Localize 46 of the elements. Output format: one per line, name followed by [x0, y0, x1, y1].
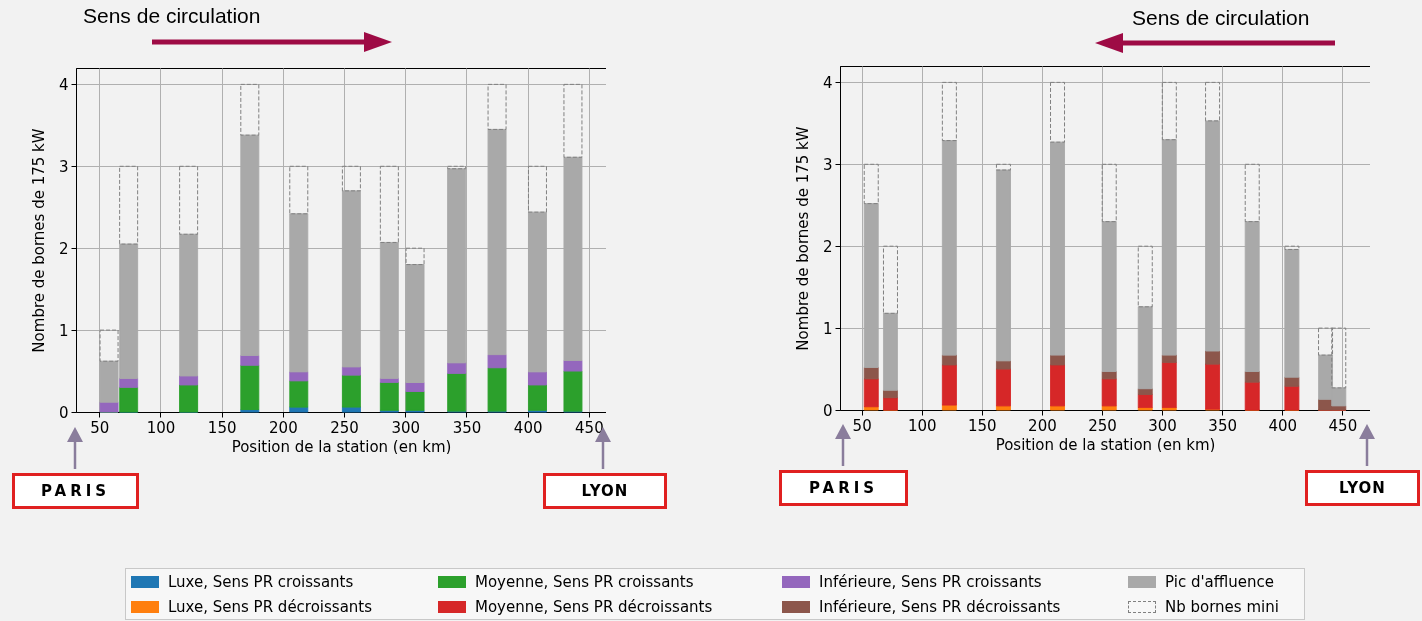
x-tick-label: 450	[575, 418, 604, 437]
x-tick-label: 250	[330, 418, 359, 437]
y-tick-label: 3	[58, 157, 69, 176]
y-tick-label: 1	[822, 319, 833, 338]
text: Sens de circulation	[1132, 6, 1310, 30]
x-tick-label: 150	[967, 416, 997, 435]
x-tick-label: 450	[1328, 416, 1358, 435]
x-tick-label: 100	[907, 416, 937, 435]
legend-label: Moyenne, Sens PR décroissants	[475, 598, 713, 616]
x-tick-label: 200	[1028, 416, 1057, 435]
legend-label: Luxe, Sens PR décroissants	[168, 598, 373, 616]
y-tick-label: 2	[822, 237, 833, 256]
y-axis-title: Nombre de bornes de 175 kW	[793, 126, 812, 351]
legend-label: Luxe, Sens PR croissants	[168, 573, 354, 591]
road-sign: LYON	[543, 473, 667, 509]
x-axis-title: Position de la station (en km)	[231, 437, 452, 456]
x-tick-label: 400	[1268, 416, 1298, 435]
x-tick-label: 150	[207, 418, 237, 437]
x-tick-label: 350	[1208, 416, 1237, 435]
legend-label: Inférieure, Sens PR décroissants	[819, 598, 1061, 616]
x-tick-label: 50	[90, 418, 110, 437]
y-tick-label: 0	[58, 403, 69, 422]
text: Sens de circulation	[83, 4, 261, 28]
y-tick-label: 3	[822, 155, 833, 174]
road-sign: PARIS	[12, 473, 139, 509]
y-tick-label: 0	[822, 401, 833, 420]
x-tick-label: 100	[146, 418, 176, 437]
y-axis-title: Nombre de bornes de 175 kW	[29, 128, 48, 353]
y-tick-label: 4	[822, 73, 833, 92]
legend-label: Pic d'affluence	[1165, 573, 1274, 591]
legend-label: Nb bornes mini	[1165, 598, 1279, 616]
y-tick-label: 2	[58, 239, 69, 258]
road-sign: LYON	[1305, 470, 1420, 506]
legend-label: Inférieure, Sens PR croissants	[819, 573, 1042, 591]
x-tick-label: 300	[1148, 416, 1177, 435]
x-tick-label: 300	[391, 418, 421, 437]
y-tick-label: 1	[58, 321, 69, 340]
x-tick-label: 350	[452, 418, 482, 437]
x-tick-label: 400	[513, 418, 543, 437]
x-axis-title: Position de la station (en km)	[995, 435, 1216, 454]
x-tick-label: 200	[269, 418, 298, 437]
legend-label: Moyenne, Sens PR croissants	[475, 573, 694, 591]
x-tick-label: 250	[1088, 416, 1117, 435]
y-tick-label: 4	[58, 75, 69, 94]
road-sign: PARIS	[779, 470, 908, 506]
x-tick-label: 50	[852, 416, 872, 435]
